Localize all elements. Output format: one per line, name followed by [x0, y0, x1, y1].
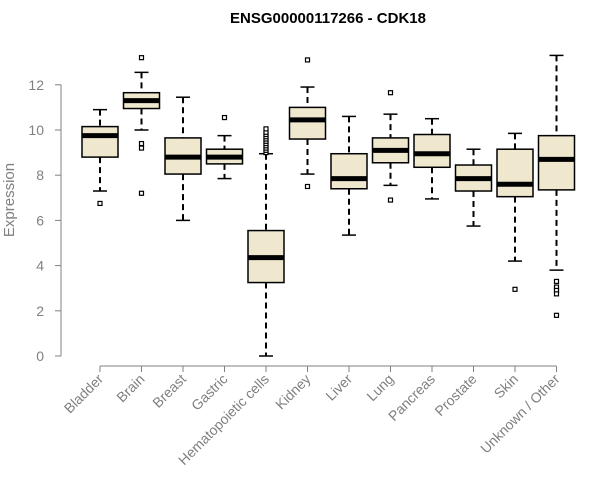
x-tick-label: Unknown / Other: [477, 371, 563, 457]
box-pancreas: [413, 117, 451, 200]
outlier-point: [138, 55, 145, 61]
y-tick-label: 10: [28, 122, 44, 138]
x-tick-label: Lung: [363, 371, 396, 404]
iqr-box: [288, 106, 327, 140]
x-tick-label: Skin: [491, 371, 522, 402]
box-prostate: [454, 148, 493, 227]
x-tick-label: Prostate: [431, 371, 479, 419]
box-unknown-other: [537, 54, 576, 318]
box-lung: [371, 90, 410, 203]
box-bladder: [81, 108, 119, 207]
box-breast: [164, 96, 202, 222]
x-tick-label: Brain: [113, 371, 147, 405]
outlier-point: [553, 278, 560, 285]
y-tick-label: 12: [28, 77, 44, 93]
iqr-box: [413, 133, 451, 169]
outlier-point: [553, 291, 560, 297]
outlier-point: [512, 286, 518, 292]
outlier-point: [138, 190, 145, 196]
y-tick-label: 2: [36, 303, 44, 319]
x-tick-label: Kidney: [272, 371, 314, 413]
y-tick-label: 4: [36, 258, 44, 274]
outlier-point: [221, 114, 228, 121]
iqr-box: [81, 125, 119, 158]
box-hematopoietic-cells: [247, 126, 285, 357]
iqr-box: [330, 152, 368, 190]
box-kidney: [288, 57, 327, 190]
box-gastric: [205, 114, 244, 180]
outlier-point: [387, 90, 394, 96]
outlier-point: [263, 126, 269, 132]
y-axis-label: Expression: [1, 163, 18, 237]
x-tick-label: Breast: [149, 371, 189, 411]
y-tick-label: 6: [36, 212, 44, 228]
y-tick-label: 8: [36, 167, 44, 183]
box-plot-series: [81, 54, 576, 357]
x-tick-label: Bladder: [61, 371, 107, 417]
outlier-point: [553, 312, 560, 318]
box-brain: [122, 55, 161, 196]
y-tick-label: 0: [36, 348, 44, 364]
outlier-point: [97, 200, 103, 207]
outlier-point: [304, 57, 311, 63]
x-tick-label: Liver: [322, 371, 355, 404]
y-axis: 0 2 4 6 8 10 12: [28, 77, 62, 364]
box-skin: [496, 132, 534, 292]
iqr-box: [537, 134, 576, 191]
outlier-point: [138, 140, 145, 147]
chart-title: ENSG00000117266 - CDK18: [230, 10, 426, 27]
outlier-point: [387, 197, 394, 203]
outlier-point: [304, 183, 311, 190]
outlier-point: [138, 145, 145, 151]
iqr-box: [496, 148, 534, 198]
box-liver: [330, 115, 368, 236]
